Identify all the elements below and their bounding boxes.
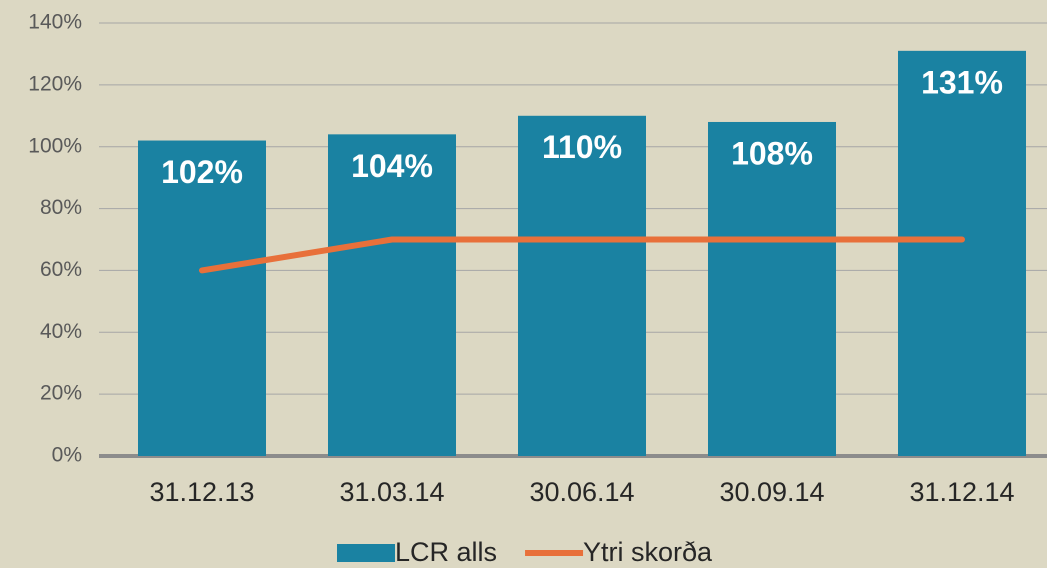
- line: [199, 236, 965, 274]
- x-tick-label: 30.09.14: [719, 477, 824, 507]
- y-tick-label: 0%: [52, 444, 82, 467]
- y-tick-label: 40%: [40, 320, 82, 343]
- data-label: 108%: [731, 135, 813, 171]
- bar: [328, 134, 456, 457]
- bar: [518, 115, 646, 457]
- legend-label: LCR alls: [395, 537, 497, 567]
- x-tick-label: 31.12.14: [909, 477, 1014, 507]
- y-tick-label: 140%: [28, 11, 82, 34]
- y-tick-label: 100%: [28, 134, 82, 157]
- data-label: 110%: [542, 129, 622, 165]
- y-tick-label: 80%: [40, 196, 82, 219]
- y-tick-label: 20%: [40, 382, 82, 405]
- data-label: 104%: [351, 148, 433, 184]
- x-tick-label: 31.12.13: [149, 477, 254, 507]
- data-label: 131%: [921, 64, 1003, 100]
- x-tick-label: 30.06.14: [529, 477, 634, 507]
- legend-label: Ytri skorða: [583, 537, 713, 567]
- legend-swatch: [337, 544, 395, 562]
- y-tick-label: 120%: [28, 72, 82, 95]
- y-tick-label: 60%: [40, 258, 82, 281]
- bar: [898, 50, 1026, 456]
- data-label: 102%: [161, 154, 243, 190]
- x-tick-label: 31.03.14: [339, 477, 444, 507]
- bar: [138, 140, 266, 456]
- bar: [708, 121, 836, 456]
